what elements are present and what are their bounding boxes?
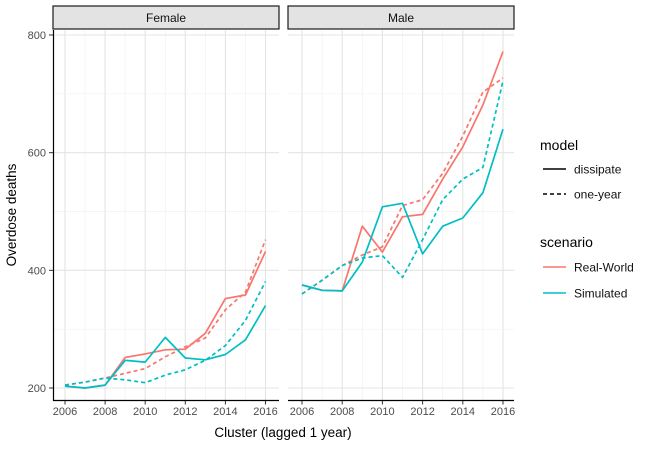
x-tick-label: 2008 [93,406,117,418]
x-tick-label: 2012 [173,406,197,418]
facet-strip-female [52,5,280,30]
line-male-simulated-one-year [301,80,504,295]
legend-item-dissipate: dissipate [574,163,622,177]
x-tick-label: 2006 [290,406,314,418]
legend-item-simulated: Simulated [574,287,627,301]
legend-item-real-world: Real-World [574,261,634,275]
x-tick-label: 2010 [133,406,157,418]
y-tick-label: 600 [28,148,46,160]
line-male-simulated-dissipate [301,128,504,292]
facet-strip-male [287,5,515,30]
x-tick-label: 2010 [370,406,394,418]
x-tick-label: 2012 [410,406,434,418]
x-axis-title: Cluster (lagged 1 year) [214,425,351,440]
y-axis-title: Overdose deaths [4,163,19,266]
y-tick-label: 400 [28,265,46,277]
line-female-simulated-dissipate [64,305,267,389]
x-tick-label: 2016 [253,406,277,418]
legend-title-model: model [540,137,578,153]
y-tick-label: 200 [28,383,46,395]
facet-strip-label: Female [146,11,186,25]
x-tick-label: 2016 [491,406,515,418]
legend-item-one-year: one-year [574,188,621,202]
facet-strip-label: Male [388,11,414,25]
x-tick-label: 2014 [213,406,237,418]
line-female-real-world-one-year [64,239,267,386]
legend-title-scenario: scenario [540,234,593,250]
x-tick-label: 2014 [451,406,475,418]
x-tick-label: 2008 [330,406,354,418]
x-tick-label: 2006 [53,406,77,418]
y-tick-label: 800 [28,30,46,42]
